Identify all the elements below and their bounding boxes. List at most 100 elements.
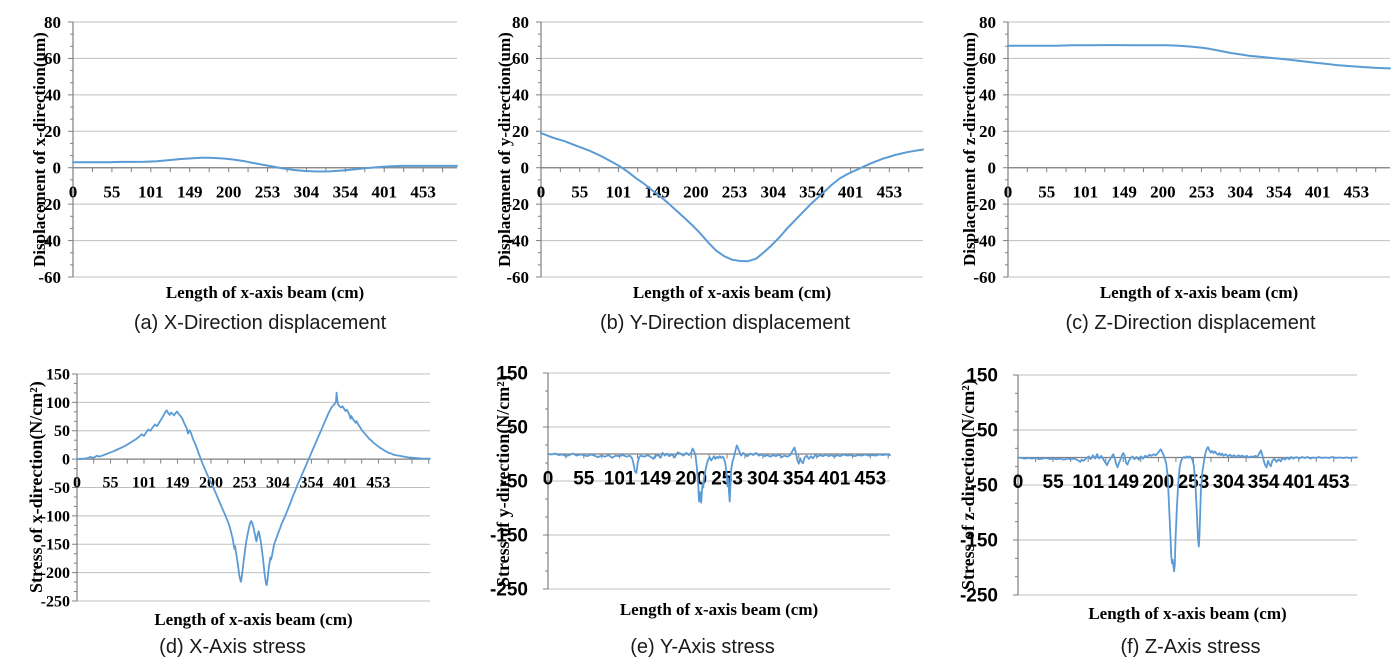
x-tick-label: 304 [760, 182, 786, 201]
x-tick-label: 453 [1344, 182, 1370, 201]
y-axis-title: Displacement of z-direction(um) [960, 32, 979, 267]
x-tick-label: 149 [1111, 182, 1137, 201]
chart-x-stress: 150 100 50 0 -50 -100 -150 -200 -250 0 55 101 149 200… [0, 348, 465, 672]
x-tick-label: 149 [177, 182, 203, 201]
y-tick-label: -40 [506, 231, 529, 250]
x-tick-label: 55 [571, 182, 588, 201]
x-tick-label: 149 [165, 475, 189, 492]
y-tick-label: 150 [966, 365, 998, 386]
y-tick-label: 20 [44, 122, 61, 141]
data-line [76, 391, 431, 587]
x-tick-label: 200 [675, 468, 707, 489]
x-tick-label: 200 [1143, 472, 1175, 493]
y-tick-label: 50 [507, 417, 528, 438]
x-tick-label: 149 [644, 182, 670, 201]
x-axis-title: Length of x-axis beam (cm) [632, 283, 832, 302]
y-tick-label: 20 [979, 122, 996, 141]
y-tick-label: 150 [496, 363, 528, 384]
x-tick-label: 101 [604, 468, 636, 489]
x-tick-label: 354 [299, 475, 323, 492]
y-tick-label: -20 [38, 195, 61, 214]
y-tick-label: 40 [44, 86, 61, 105]
x-tick-label: 401 [333, 475, 357, 492]
x-tick-label: 453 [877, 182, 903, 201]
x-tick-label: 0 [1013, 472, 1024, 493]
y-tick-label: -250 [41, 593, 70, 610]
y-tick-label: -150 [490, 525, 528, 546]
x-tick-label: 0 [69, 182, 78, 201]
x-tick-label: 55 [573, 468, 595, 489]
x-tick-label: 101 [138, 182, 164, 201]
y-tick-label: -100 [41, 508, 70, 525]
x-tick-label: 149 [640, 468, 672, 489]
x-tick-label: 453 [1318, 472, 1350, 493]
y-tick-label: -20 [506, 195, 529, 214]
x-tick-label: 304 [294, 182, 320, 201]
x-tick-label: 0 [1004, 182, 1013, 201]
x-tick-label: 200 [1150, 182, 1176, 201]
data-line [72, 156, 458, 173]
x-tick-label: 354 [333, 182, 359, 201]
y-tick-label: 100 [46, 395, 70, 412]
x-tick-label: 354 [1248, 472, 1280, 493]
x-tick-label: 253 [1189, 182, 1215, 201]
y-tick-label: 50 [977, 420, 998, 441]
x-tick-label: 401 [819, 468, 851, 489]
chart-y-displacement: 80 60 40 20 0 -20 -40 -60 0 55 101 149 200 253 304 354 4… [465, 0, 930, 348]
y-tick-label: -250 [960, 585, 998, 606]
x-axis-title: Length of x-axis beam (cm) [1088, 604, 1287, 623]
x-tick-label: 304 [266, 475, 290, 492]
x-tick-label: 401 [838, 182, 864, 201]
y-tick-label: -150 [41, 537, 70, 554]
x-tick-label: 304 [747, 468, 779, 489]
y-tick-label: 60 [44, 49, 61, 68]
y-tick-label: 80 [512, 13, 529, 32]
chart-z-stress: 150 50 -50 -150 -250 0 55 101 149 200 253 304 354 401… [930, 348, 1396, 672]
y-tick-label: -250 [490, 579, 528, 600]
x-tick-label: 101 [1073, 182, 1099, 201]
y-axis-title: Stress of z-direction(N/cm²) [958, 379, 978, 591]
x-tick-label: 55 [102, 475, 118, 492]
y-tick-label: 60 [979, 49, 996, 68]
x-tick-label: 101 [606, 182, 632, 201]
chart-z-displacement: 80 60 40 20 0 -20 -40 -60 0 55 101 149 200 253 304 354 4… [930, 0, 1396, 348]
x-tick-label: 0 [73, 475, 81, 492]
y-tick-label: 0 [521, 158, 530, 177]
y-tick-label: 60 [512, 49, 529, 68]
x-axis-title: Length of x-axis beam (cm) [154, 610, 353, 629]
x-tick-label: 0 [537, 182, 546, 201]
chart-x-displacement: 80 60 40 20 0 -20 -40 -60 0 55 101 149 200 253 304 354 4… [0, 0, 465, 348]
x-tick-label: 354 [799, 182, 825, 201]
x-tick-label: 253 [232, 475, 256, 492]
y-tick-label: -50 [501, 471, 528, 492]
y-tick-label: 0 [988, 158, 997, 177]
x-tick-label: 55 [1038, 182, 1055, 201]
y-tick-label: 20 [512, 122, 529, 141]
y-tick-label: -40 [38, 231, 61, 250]
y-axis-title: Stress of x-direction(N/cm²) [26, 381, 46, 594]
x-tick-label: 304 [1213, 472, 1245, 493]
chart-caption: (a) X-Direction displacement [133, 312, 387, 334]
y-tick-label: -60 [506, 268, 529, 287]
data-line [1007, 44, 1391, 70]
y-tick-label: 80 [44, 13, 61, 32]
x-tick-label: 354 [1266, 182, 1292, 201]
data-line [1017, 446, 1358, 573]
chart-caption: (e) Y-Axis stress [630, 636, 775, 658]
x-tick-label: 401 [371, 182, 397, 201]
y-tick-label: -50 [49, 480, 70, 497]
x-tick-label: 453 [854, 468, 886, 489]
x-axis-title: Length of x-axis beam (cm) [1099, 283, 1299, 302]
y-tick-label: 80 [979, 13, 996, 32]
y-tick-label: 40 [979, 86, 996, 105]
data-line [547, 444, 891, 504]
x-tick-label: 304 [1227, 182, 1253, 201]
y-tick-label: 40 [512, 86, 529, 105]
x-tick-label: 453 [366, 475, 390, 492]
y-tick-label: -60 [973, 268, 996, 287]
